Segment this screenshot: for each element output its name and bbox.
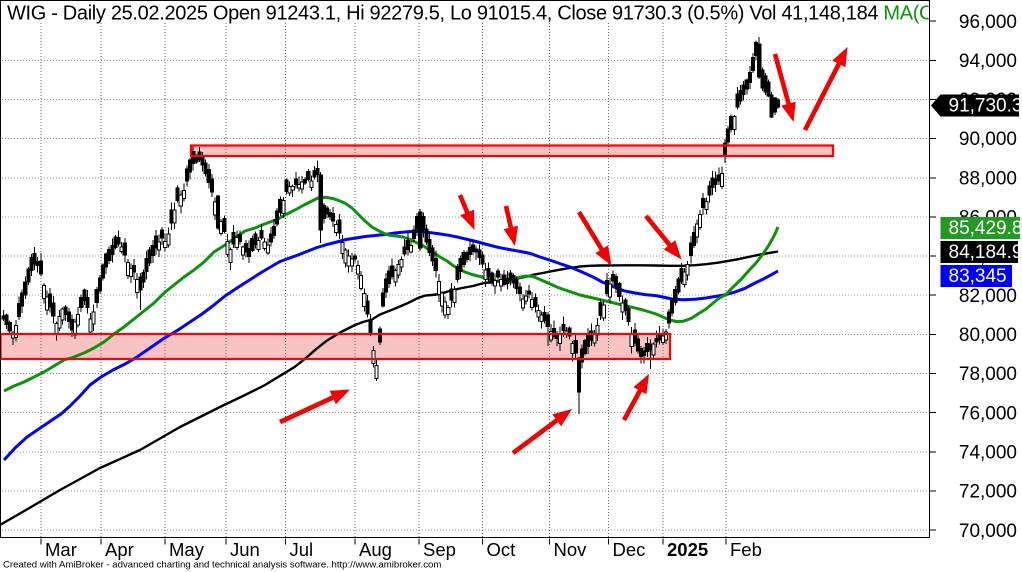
svg-text:80,000: 80,000 [959, 325, 1017, 346]
svg-text:Jul: Jul [290, 539, 314, 560]
svg-text:Oct: Oct [487, 539, 516, 560]
svg-text:Nov: Nov [554, 539, 588, 560]
svg-text:82,000: 82,000 [959, 286, 1017, 307]
svg-text:Feb: Feb [730, 539, 762, 560]
svg-text:91,730.3: 91,730.3 [949, 96, 1022, 117]
svg-text:WIG - Daily 25.02.2025 Open 91: WIG - Daily 25.02.2025 Open 91243.1, Hi … [7, 3, 1001, 25]
svg-text:74,000: 74,000 [959, 442, 1017, 463]
svg-text:78,000: 78,000 [959, 364, 1017, 385]
svg-text:84,184.9: 84,184.9 [949, 242, 1022, 263]
svg-text:May: May [169, 539, 205, 560]
svg-text:Mar: Mar [45, 539, 77, 560]
svg-text:83,345: 83,345 [949, 266, 1007, 287]
svg-text:Aug: Aug [359, 539, 392, 560]
svg-text:Sep: Sep [423, 539, 456, 560]
svg-text:Jun: Jun [230, 539, 260, 560]
svg-text:Apr: Apr [105, 539, 134, 560]
svg-text:76,000: 76,000 [959, 403, 1017, 424]
svg-text:96,000: 96,000 [959, 12, 1017, 33]
svg-text:Dec: Dec [613, 539, 646, 560]
svg-text:88,000: 88,000 [959, 168, 1017, 189]
svg-text:94,000: 94,000 [959, 51, 1017, 72]
svg-text:85,429.8: 85,429.8 [949, 218, 1022, 239]
svg-text:2025: 2025 [667, 539, 708, 560]
svg-text:72,000: 72,000 [959, 482, 1017, 503]
svg-text:90,000: 90,000 [959, 129, 1017, 150]
svg-text:Created with AmiBroker - advan: Created with AmiBroker - advanced charti… [3, 560, 441, 571]
svg-text:70,000: 70,000 [959, 521, 1017, 542]
